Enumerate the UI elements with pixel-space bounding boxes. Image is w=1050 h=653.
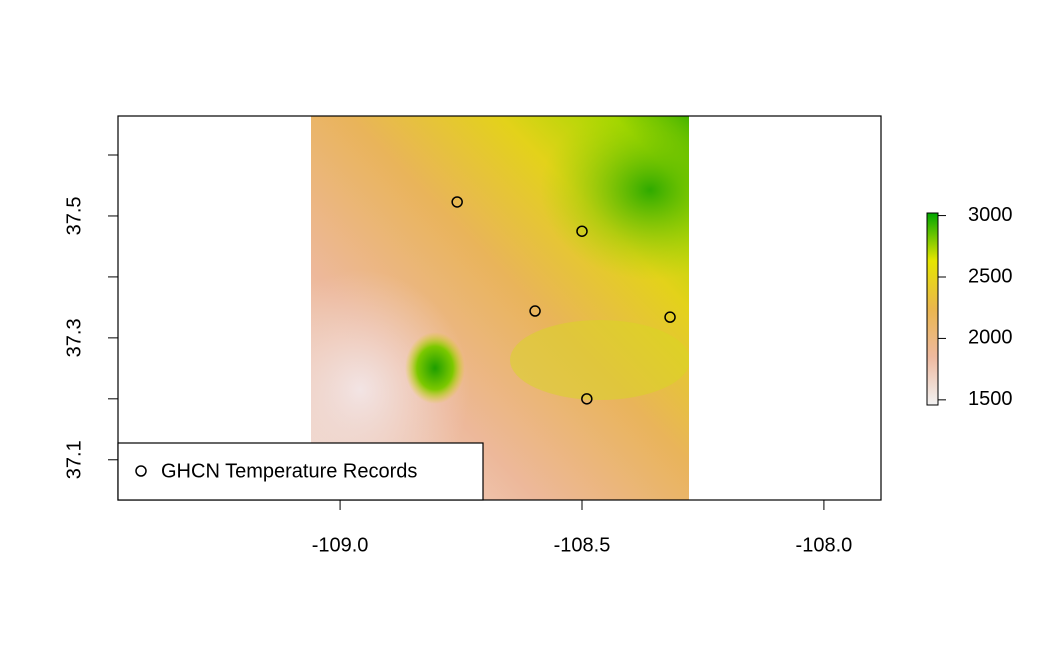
station-point [581,393,593,405]
station-point [664,311,676,323]
x-tick-label: -108.0 [796,534,853,556]
legend-box [117,442,484,501]
y-tick-label: 37.1 [63,440,85,479]
colorbar-tick-label: 1500 [968,388,1013,410]
colorbar-tick-label: 3000 [968,204,1013,226]
y-tick-label: 37.5 [63,196,85,235]
station-point [451,196,463,208]
x-tick-label: -108.5 [554,534,611,556]
colorbar [926,212,939,406]
station-point [529,305,541,317]
x-tick-label: -109.0 [312,534,369,556]
colorbar-tick-label: 2500 [968,265,1013,287]
legend-symbol [135,465,147,477]
station-point [576,225,588,237]
plot-frame [117,115,882,501]
legend-label: GHCN Temperature Records [161,460,417,482]
y-tick-label: 37.3 [63,318,85,357]
colorbar-tick-label: 2000 [968,327,1013,349]
